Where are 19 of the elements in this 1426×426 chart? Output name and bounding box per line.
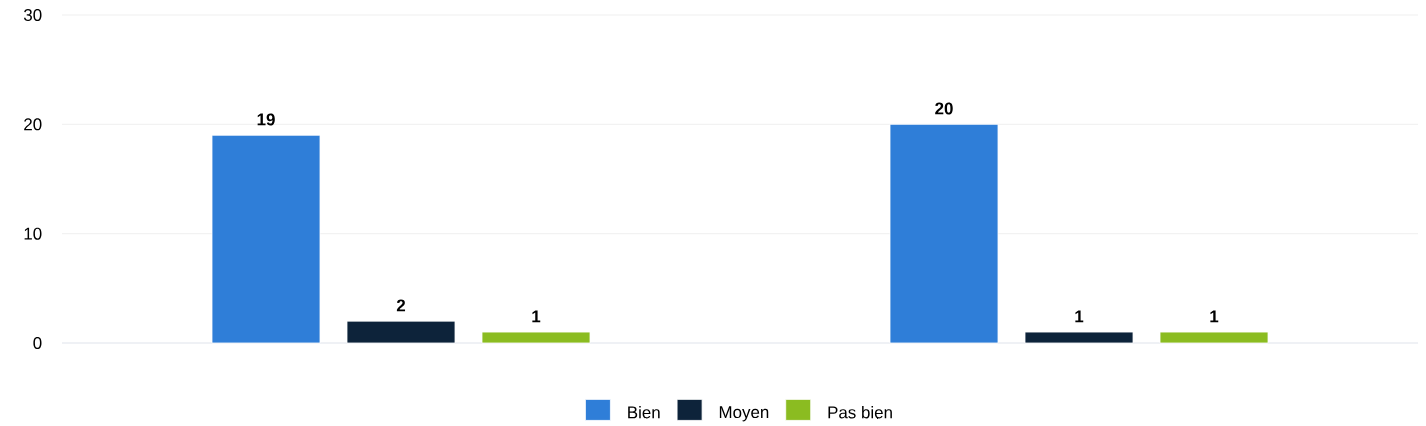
legend-label: Bien [628,406,660,419]
bar [1024,331,1134,344]
data-label: 1 [1075,310,1084,323]
y-tick-label: 20 [24,118,42,131]
data-label: 1 [1210,310,1219,323]
y-tick-label: 10 [24,227,42,240]
data-label: 2 [396,299,406,312]
bar [1159,331,1269,344]
bar [481,331,591,344]
legend-label: Pas bien [828,406,892,419]
y-tick-label: 30 [23,9,42,21]
bar [889,123,999,344]
data-label: 20 [935,102,953,115]
y-tick-label: 0 [33,337,42,349]
legend-label: Moyen [719,406,769,422]
data-label: 19 [257,113,275,126]
bar [211,134,321,344]
data-label: 1 [532,310,541,323]
bar [346,320,456,344]
